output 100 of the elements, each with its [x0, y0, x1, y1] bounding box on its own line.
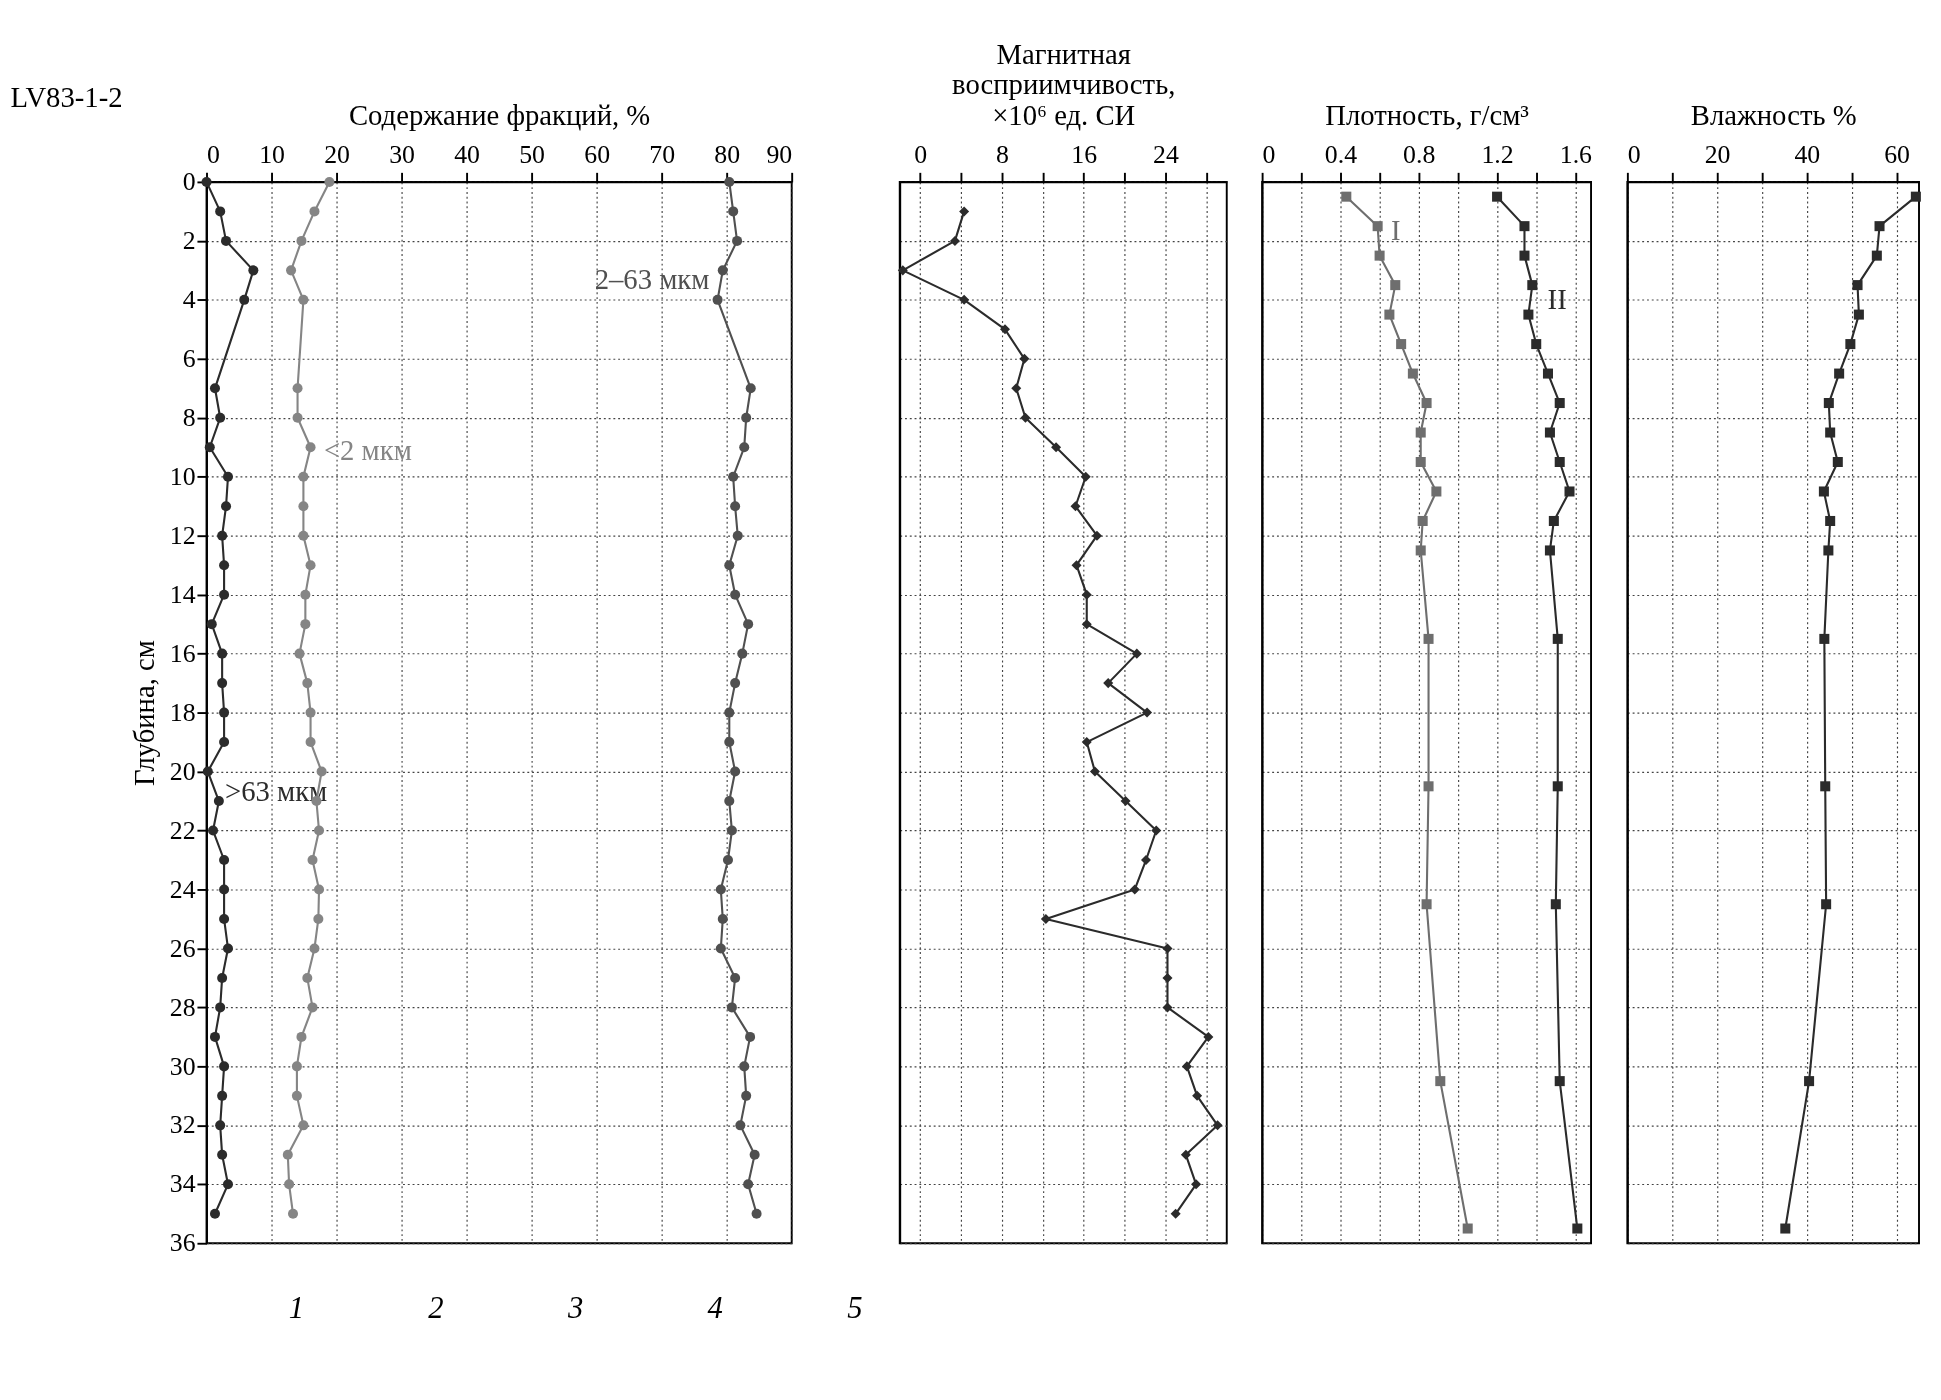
point — [1019, 353, 1030, 364]
point — [1151, 825, 1162, 836]
x-tick-label: 60 — [584, 140, 611, 170]
series-label: 2–63 мкм — [594, 262, 710, 295]
point — [1825, 515, 1836, 526]
series-label: <2 мкм — [323, 433, 412, 466]
y-tick-label: 30 — [169, 1051, 196, 1081]
y-tick-label: 12 — [169, 520, 196, 550]
point — [1141, 854, 1152, 866]
x-tick-label: 20 — [1704, 140, 1731, 170]
point — [1374, 250, 1385, 261]
point — [1423, 633, 1434, 644]
point — [1821, 899, 1832, 910]
point — [1129, 884, 1140, 895]
x-tick-label: 50 — [519, 140, 545, 170]
y-tick-label: 0 — [182, 167, 196, 197]
point — [1120, 796, 1131, 807]
point — [1874, 221, 1885, 232]
point — [1564, 486, 1575, 497]
x-tick-label: 60 — [1884, 140, 1910, 170]
point — [1407, 368, 1418, 379]
text: 4 — [707, 1290, 723, 1325]
point — [999, 324, 1011, 335]
y-tick-label: 28 — [169, 992, 196, 1022]
point — [1825, 427, 1836, 438]
point — [1162, 1002, 1173, 1013]
point — [1552, 781, 1563, 792]
x-tick-label: 0.8 — [1403, 140, 1436, 170]
x-tick-label: 0 — [1262, 140, 1276, 170]
text: LV83-1-2 — [10, 81, 123, 114]
point — [1519, 250, 1530, 261]
point — [1492, 191, 1503, 202]
point — [1415, 427, 1426, 438]
point — [1390, 280, 1401, 291]
y-tick-label: 34 — [169, 1169, 196, 1199]
point — [1192, 1090, 1203, 1101]
point — [1040, 913, 1051, 924]
x-tick-label: 20 — [324, 140, 350, 170]
x-tick-label: 1.6 — [1559, 140, 1593, 170]
y-tick-label: 10 — [169, 461, 196, 491]
point — [1832, 456, 1843, 468]
point — [1415, 545, 1426, 556]
point — [1081, 589, 1092, 600]
point — [1554, 1076, 1565, 1087]
point — [1554, 456, 1565, 468]
point — [1162, 972, 1173, 983]
point — [1804, 1076, 1815, 1087]
point — [1011, 383, 1022, 394]
text: 5 — [847, 1290, 863, 1325]
point — [1212, 1120, 1223, 1131]
point — [1820, 781, 1831, 792]
point — [959, 294, 970, 305]
point — [1081, 619, 1092, 630]
point — [1544, 427, 1555, 438]
x-tick-label: 30 — [389, 140, 415, 170]
point — [1081, 737, 1092, 748]
x-tick-label: 40 — [454, 140, 480, 170]
y-tick-label: 2 — [182, 226, 196, 256]
point — [1834, 368, 1845, 379]
x-tick-label: 70 — [649, 140, 676, 170]
point — [959, 206, 970, 217]
point — [1080, 471, 1091, 482]
point — [1845, 339, 1856, 350]
x-tick-label: 1.2 — [1481, 140, 1514, 170]
point — [1181, 1061, 1192, 1072]
y-tick-label: 20 — [169, 756, 196, 786]
y-axis-title: Глубина, см — [128, 640, 161, 787]
x-axis-title: Плотность, г/см³ — [1325, 99, 1530, 132]
point — [1554, 398, 1565, 409]
text: 3 — [566, 1290, 584, 1325]
x-tick-label: 10 — [259, 140, 285, 170]
point — [1519, 221, 1530, 232]
y-tick-label: 16 — [169, 638, 196, 668]
series-label: II — [1547, 283, 1567, 316]
y-tick-label: 4 — [182, 284, 196, 314]
y-tick-label: 6 — [182, 343, 196, 373]
point — [1550, 899, 1561, 910]
point — [1421, 899, 1432, 910]
x-tick-label: 40 — [1794, 140, 1821, 170]
point — [1871, 250, 1882, 261]
point — [1341, 191, 1352, 202]
point — [1191, 1179, 1202, 1190]
point — [897, 265, 908, 276]
y-tick-label: 32 — [169, 1110, 196, 1140]
point — [1910, 191, 1921, 202]
point — [1372, 221, 1383, 232]
x-axis-title: Влажность % — [1690, 99, 1857, 132]
x-axis-title: Содержание фракций, % — [348, 99, 651, 132]
point — [1552, 633, 1563, 644]
point — [1852, 280, 1863, 291]
point — [1384, 309, 1395, 320]
y-tick-label: 26 — [169, 933, 196, 963]
point — [1531, 339, 1542, 350]
point — [1818, 486, 1829, 497]
point — [1523, 309, 1534, 320]
point — [1435, 1076, 1446, 1087]
point — [1070, 501, 1081, 512]
point — [1091, 530, 1102, 541]
point — [1020, 412, 1031, 423]
x-tick-label: 90 — [766, 140, 793, 170]
